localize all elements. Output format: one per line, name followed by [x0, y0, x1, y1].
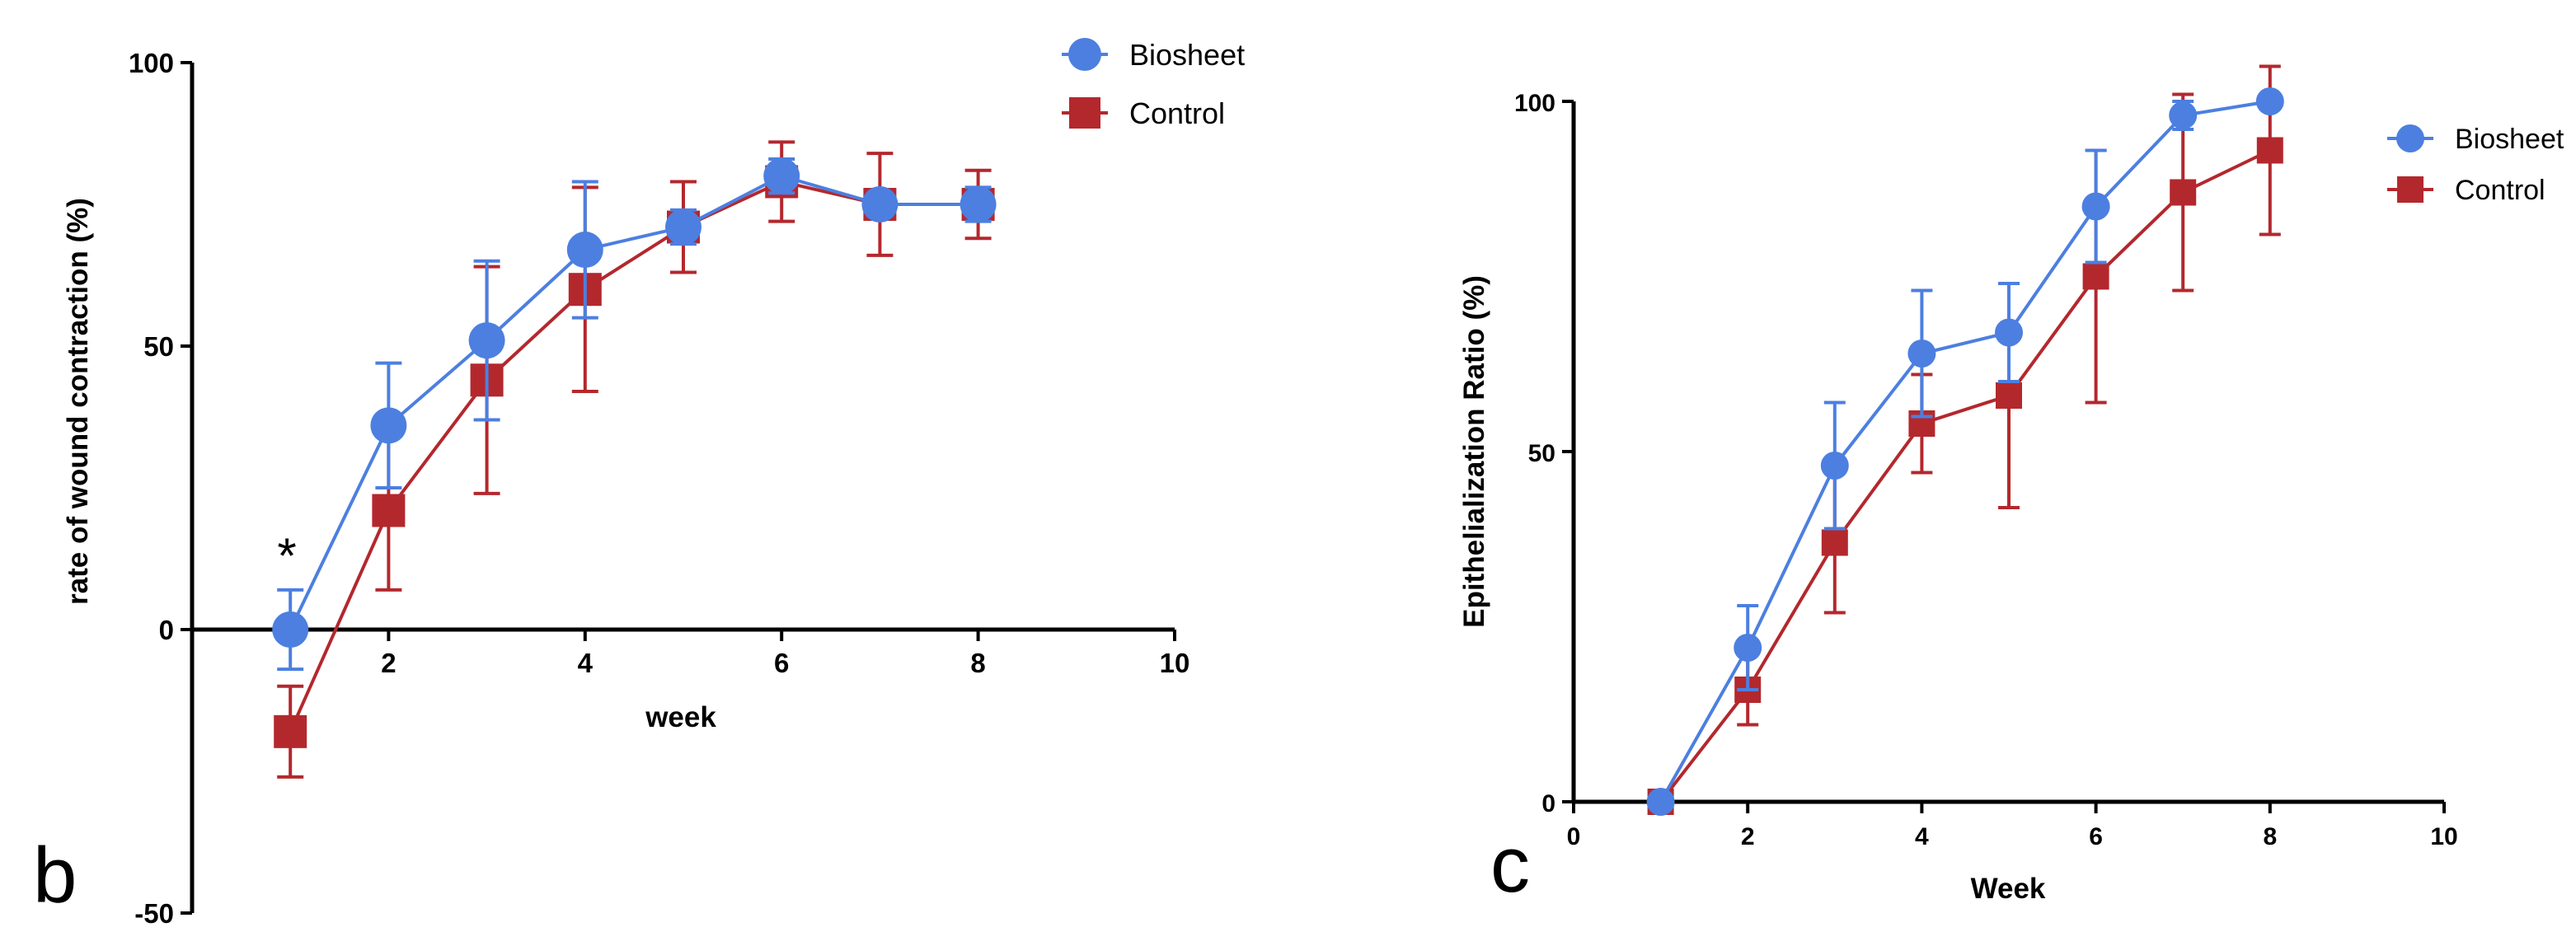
- series-line-biosheet: [289, 174, 978, 630]
- panel-b-label: b: [33, 831, 77, 920]
- point-control: [2082, 263, 2109, 290]
- point-biosheet: [272, 611, 309, 648]
- x-tick-label: 0: [1567, 823, 1581, 850]
- x-tick-label: 4: [1915, 823, 1929, 850]
- point-biosheet: [1820, 452, 1849, 480]
- panel-b-legend-control: Control: [1129, 96, 1225, 130]
- y-tick-label: 50: [1528, 440, 1555, 467]
- y-tick-label: -50: [134, 898, 174, 929]
- point-biosheet: [1646, 788, 1675, 816]
- point-biosheet: [370, 407, 407, 444]
- panel-c-legend-control: Control: [2455, 175, 2546, 206]
- panel-c-legend-biosheet: Biosheet: [2455, 124, 2564, 155]
- point-control: [372, 494, 406, 527]
- panel-c-label: c: [1490, 821, 1530, 909]
- point-biosheet: [960, 186, 997, 222]
- x-tick-label: 6: [2089, 823, 2103, 850]
- point-control: [1821, 529, 1848, 556]
- point-biosheet: [2169, 101, 2198, 129]
- point-biosheet: [861, 186, 899, 222]
- x-tick-label: 8: [2263, 823, 2277, 850]
- point-control: [1996, 382, 2022, 409]
- series-line-control: [1659, 148, 2271, 803]
- y-tick-label: 50: [143, 331, 174, 362]
- x-tick-label: 2: [381, 648, 396, 678]
- y-tick-label: 0: [159, 615, 174, 645]
- point-biosheet: [763, 157, 800, 194]
- point-control: [2256, 137, 2283, 164]
- point-biosheet: [1995, 318, 2023, 347]
- panel-b-ylabel: rate of wound contraction (%): [62, 198, 94, 605]
- x-tick-label: 6: [774, 648, 789, 678]
- x-tick-label: 2: [1741, 823, 1755, 850]
- x-tick-label: 10: [2430, 823, 2457, 850]
- legend-marker-control: [1069, 97, 1100, 129]
- panel-b-series: [272, 140, 997, 779]
- chart-panel-b: 2 4 6 8 10 -50 0 50 100 week rate of wound contr…: [33, 38, 1245, 929]
- x-tick-label: 4: [578, 648, 594, 678]
- point-biosheet: [468, 322, 505, 359]
- series-control: [1647, 64, 2283, 815]
- panel-b-legend-biosheet: Biosheet: [1129, 38, 1245, 72]
- y-tick-label: 100: [129, 48, 174, 78]
- legend-marker-control: [2397, 176, 2424, 203]
- y-tick-label: 0: [1541, 790, 1555, 817]
- series-biosheet: [1646, 87, 2284, 816]
- point-biosheet: [2081, 192, 2110, 221]
- panel-c-series: [1646, 64, 2284, 816]
- series-line-biosheet: [1659, 100, 2271, 803]
- legend-marker-biosheet: [1068, 38, 1101, 71]
- x-tick-label: 8: [970, 648, 985, 678]
- legend-marker-biosheet: [2396, 124, 2424, 152]
- point-biosheet: [1907, 340, 1936, 368]
- panel-b-ticks: 2 4 6 8 10 -50 0 50 100: [129, 48, 1189, 929]
- panel-b-xlabel: week: [645, 701, 716, 733]
- y-tick-label: 100: [1514, 90, 1555, 117]
- panel-b-legend: Biosheet Control: [1062, 38, 1245, 130]
- series-biosheet: [272, 157, 997, 672]
- panel-b-annotation-asterisk: *: [277, 528, 296, 583]
- point-biosheet: [2255, 87, 2284, 115]
- panel-c-ylabel: Epithelialization Ratio (%): [1458, 275, 1490, 628]
- panel-b-axes: [190, 63, 1175, 913]
- point-biosheet: [566, 232, 603, 269]
- x-tick-label: 10: [1160, 648, 1190, 678]
- panel-c-legend: Biosheet Control: [2387, 124, 2564, 206]
- point-biosheet: [1734, 634, 1762, 662]
- point-control: [274, 714, 307, 748]
- panel-c-xlabel: Week: [1971, 873, 2046, 905]
- point-biosheet: [665, 208, 701, 246]
- point-control: [2170, 179, 2197, 206]
